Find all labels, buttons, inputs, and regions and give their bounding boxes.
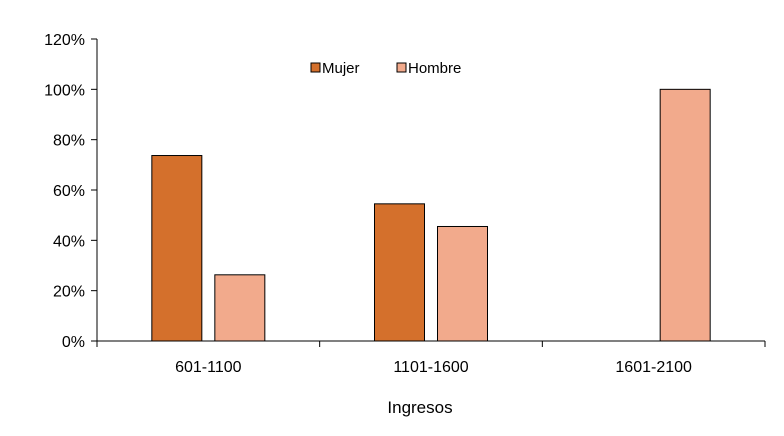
legend-swatch-hombre <box>396 62 407 73</box>
x-category-label: 1101-1600 <box>393 359 468 376</box>
bar-hombre-601-1100 <box>214 274 266 342</box>
legend-swatch-mujer <box>310 62 321 73</box>
bar-hombre-1101-1600 <box>437 225 488 342</box>
bar-mujer-1101-1600 <box>374 203 425 342</box>
y-tick-label: 60% <box>53 183 85 200</box>
x-category-label: 601-1100 <box>175 359 242 376</box>
y-tick-label: 0% <box>62 334 85 351</box>
y-tick-label: 120% <box>44 32 85 49</box>
bars <box>151 88 711 342</box>
legend-label-mujer: Mujer <box>322 60 360 77</box>
y-axis: 0% 20% 40% 60% 80% 100% 120% <box>44 32 98 351</box>
bar-hombre-1601-2100 <box>659 88 711 342</box>
legend-label-hombre: Hombre <box>408 60 461 77</box>
bar-mujer-601-1100 <box>151 155 203 342</box>
y-tick-label: 40% <box>53 233 85 250</box>
x-axis: 601-1100 1101-1600 1601-2100 <box>96 340 766 376</box>
x-axis-title: Ingresos <box>387 398 452 417</box>
y-tick-label: 20% <box>53 284 85 301</box>
y-tick-label: 100% <box>44 82 85 99</box>
legend: Mujer Hombre <box>310 60 461 77</box>
y-tick-label: 80% <box>53 133 85 150</box>
x-category-label: 1601-2100 <box>615 359 692 376</box>
